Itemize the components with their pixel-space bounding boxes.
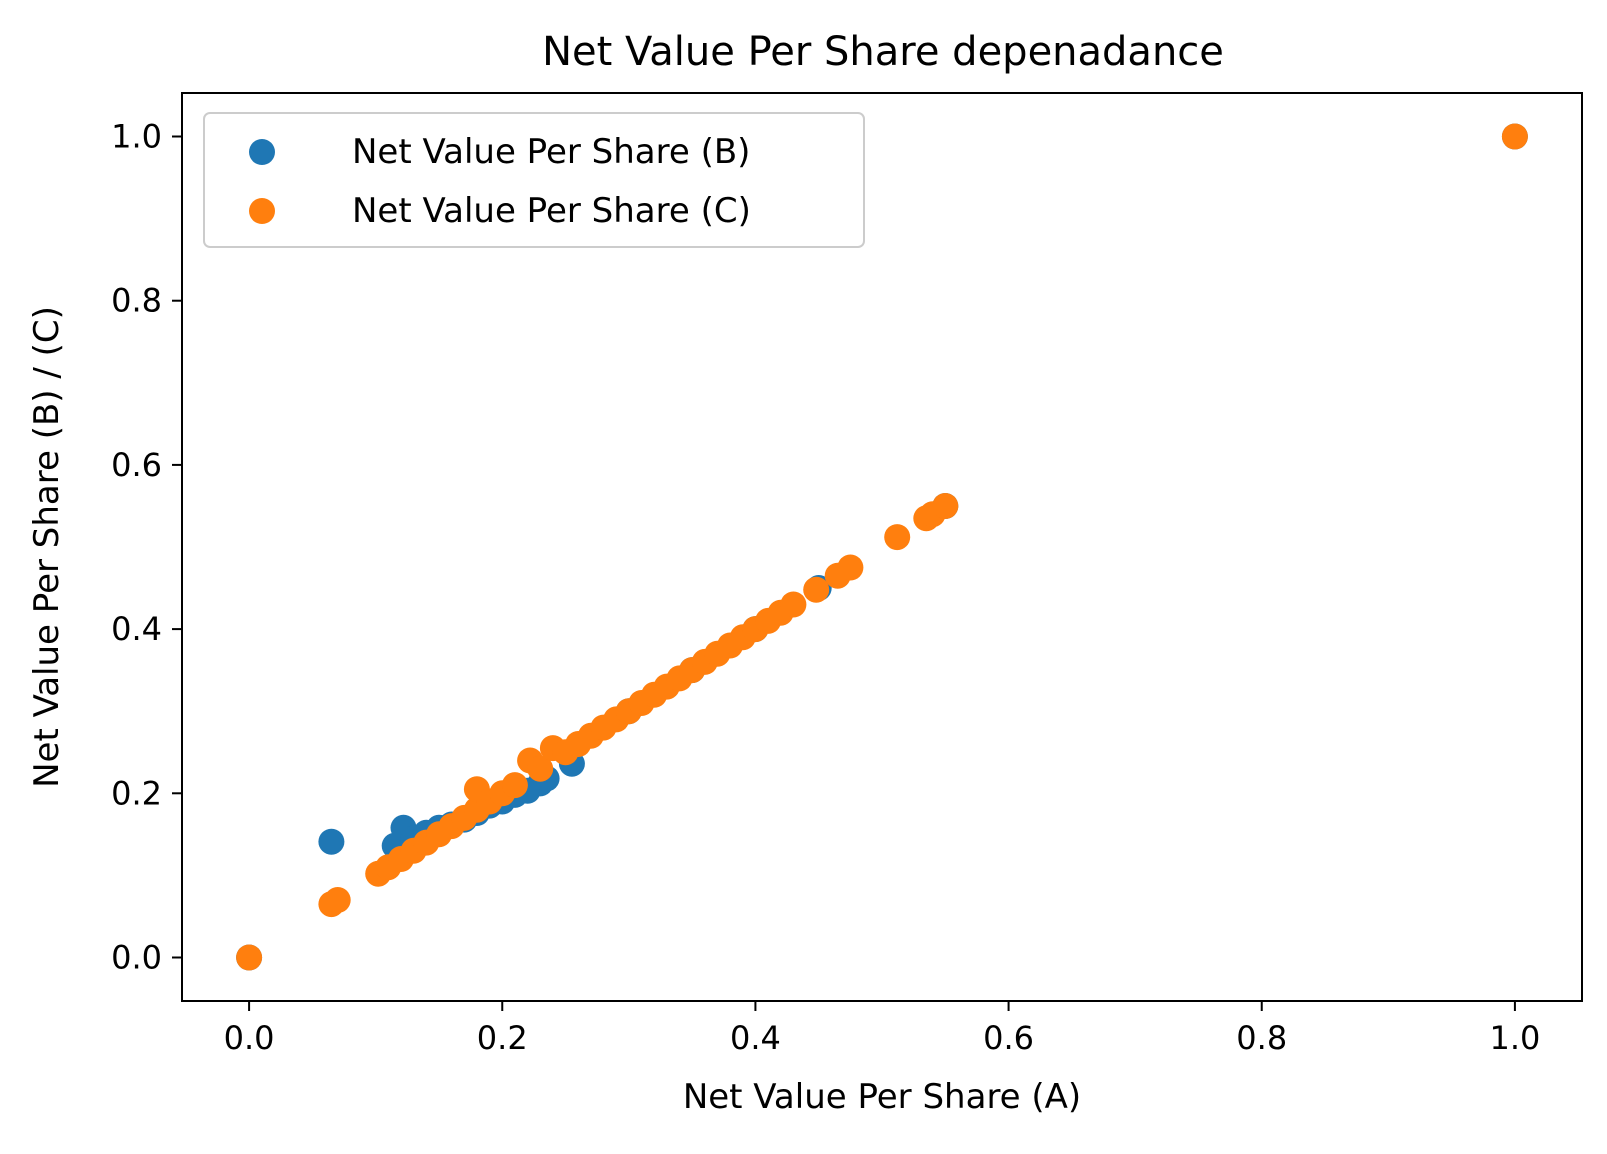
x-tick-label: 0.2 [477,1019,528,1057]
data-point [318,828,345,855]
x-axis-ticks: 0.0 0.2 0.4 0.6 0.8 1.0 [224,1001,1540,1057]
x-tick-label: 0.6 [983,1019,1034,1057]
y-axis-ticks: 0.0 0.2 0.4 0.6 0.8 1.0 [111,118,182,976]
legend-marker-c [249,198,275,224]
x-tick-label: 0.0 [224,1019,275,1057]
x-axis-label: Net Value Per Share (A) [683,1077,1081,1117]
y-tick-label: 0.2 [111,774,162,812]
data-point [884,524,911,551]
y-tick-label: 0.4 [111,610,162,648]
x-tick-label: 0.4 [730,1019,781,1057]
series-c-points [236,123,1528,971]
y-tick-label: 0.0 [111,938,162,976]
y-tick-label: 0.6 [111,446,162,484]
data-point [780,591,807,618]
points-layer [236,123,1528,971]
legend: Net Value Per Share (B) Net Value Per Sh… [203,112,865,248]
y-axis-label: Net Value Per Share (B) / (C) [27,306,67,788]
data-point [324,887,351,913]
data-point [932,493,959,519]
x-tick-label: 1.0 [1489,1019,1540,1057]
chart-title: Net Value Per Share depenadance [542,29,1224,75]
legend-marker-b [249,139,275,165]
data-point [803,576,830,603]
y-tick-label: 0.8 [111,282,162,320]
data-point [1501,123,1528,150]
legend-label-b: Net Value Per Share (B) [352,132,750,172]
axes-frame [181,92,1583,1002]
data-point [236,944,263,971]
x-tick-label: 0.8 [1236,1019,1287,1057]
data-point [837,554,864,581]
data-point [527,755,554,782]
legend-frame [203,112,865,248]
data-point [501,772,528,799]
y-tick-label: 1.0 [111,118,162,156]
legend-label-c: Net Value Per Share (C) [352,191,751,231]
